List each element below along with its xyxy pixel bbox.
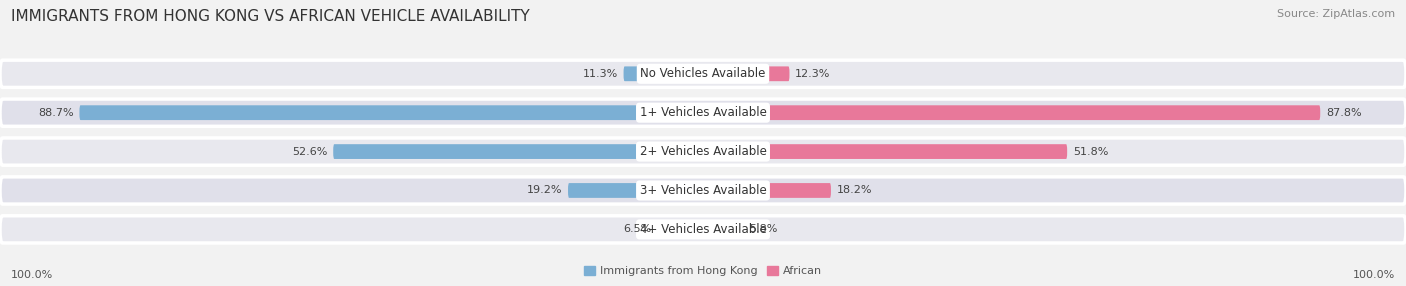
Text: 6.5%: 6.5% xyxy=(623,225,652,234)
Text: 3+ Vehicles Available: 3+ Vehicles Available xyxy=(640,184,766,197)
FancyBboxPatch shape xyxy=(0,99,1406,126)
Text: 51.8%: 51.8% xyxy=(1073,147,1108,156)
Text: 5.8%: 5.8% xyxy=(749,225,778,234)
Text: 87.8%: 87.8% xyxy=(1326,108,1361,118)
FancyBboxPatch shape xyxy=(703,183,831,198)
FancyBboxPatch shape xyxy=(0,216,1406,243)
Text: IMMIGRANTS FROM HONG KONG VS AFRICAN VEHICLE AVAILABILITY: IMMIGRANTS FROM HONG KONG VS AFRICAN VEH… xyxy=(11,9,530,23)
Text: 100.0%: 100.0% xyxy=(11,270,53,279)
FancyBboxPatch shape xyxy=(0,60,1406,88)
FancyBboxPatch shape xyxy=(703,105,1320,120)
Text: Source: ZipAtlas.com: Source: ZipAtlas.com xyxy=(1277,9,1395,19)
Text: No Vehicles Available: No Vehicles Available xyxy=(640,67,766,80)
FancyBboxPatch shape xyxy=(624,66,703,81)
FancyBboxPatch shape xyxy=(568,183,703,198)
FancyBboxPatch shape xyxy=(703,222,744,237)
Text: 12.3%: 12.3% xyxy=(796,69,831,79)
FancyBboxPatch shape xyxy=(333,144,703,159)
Text: 88.7%: 88.7% xyxy=(38,108,73,118)
Text: 19.2%: 19.2% xyxy=(527,186,562,195)
FancyBboxPatch shape xyxy=(657,222,703,237)
Text: 18.2%: 18.2% xyxy=(837,186,872,195)
Text: 100.0%: 100.0% xyxy=(1353,270,1395,279)
FancyBboxPatch shape xyxy=(0,138,1406,165)
Text: 2+ Vehicles Available: 2+ Vehicles Available xyxy=(640,145,766,158)
Text: 11.3%: 11.3% xyxy=(582,69,619,79)
FancyBboxPatch shape xyxy=(79,105,703,120)
FancyBboxPatch shape xyxy=(0,177,1406,204)
Text: 1+ Vehicles Available: 1+ Vehicles Available xyxy=(640,106,766,119)
Text: 4+ Vehicles Available: 4+ Vehicles Available xyxy=(640,223,766,236)
Legend: Immigrants from Hong Kong, African: Immigrants from Hong Kong, African xyxy=(579,261,827,281)
Text: 52.6%: 52.6% xyxy=(292,147,328,156)
FancyBboxPatch shape xyxy=(703,66,790,81)
FancyBboxPatch shape xyxy=(703,144,1067,159)
